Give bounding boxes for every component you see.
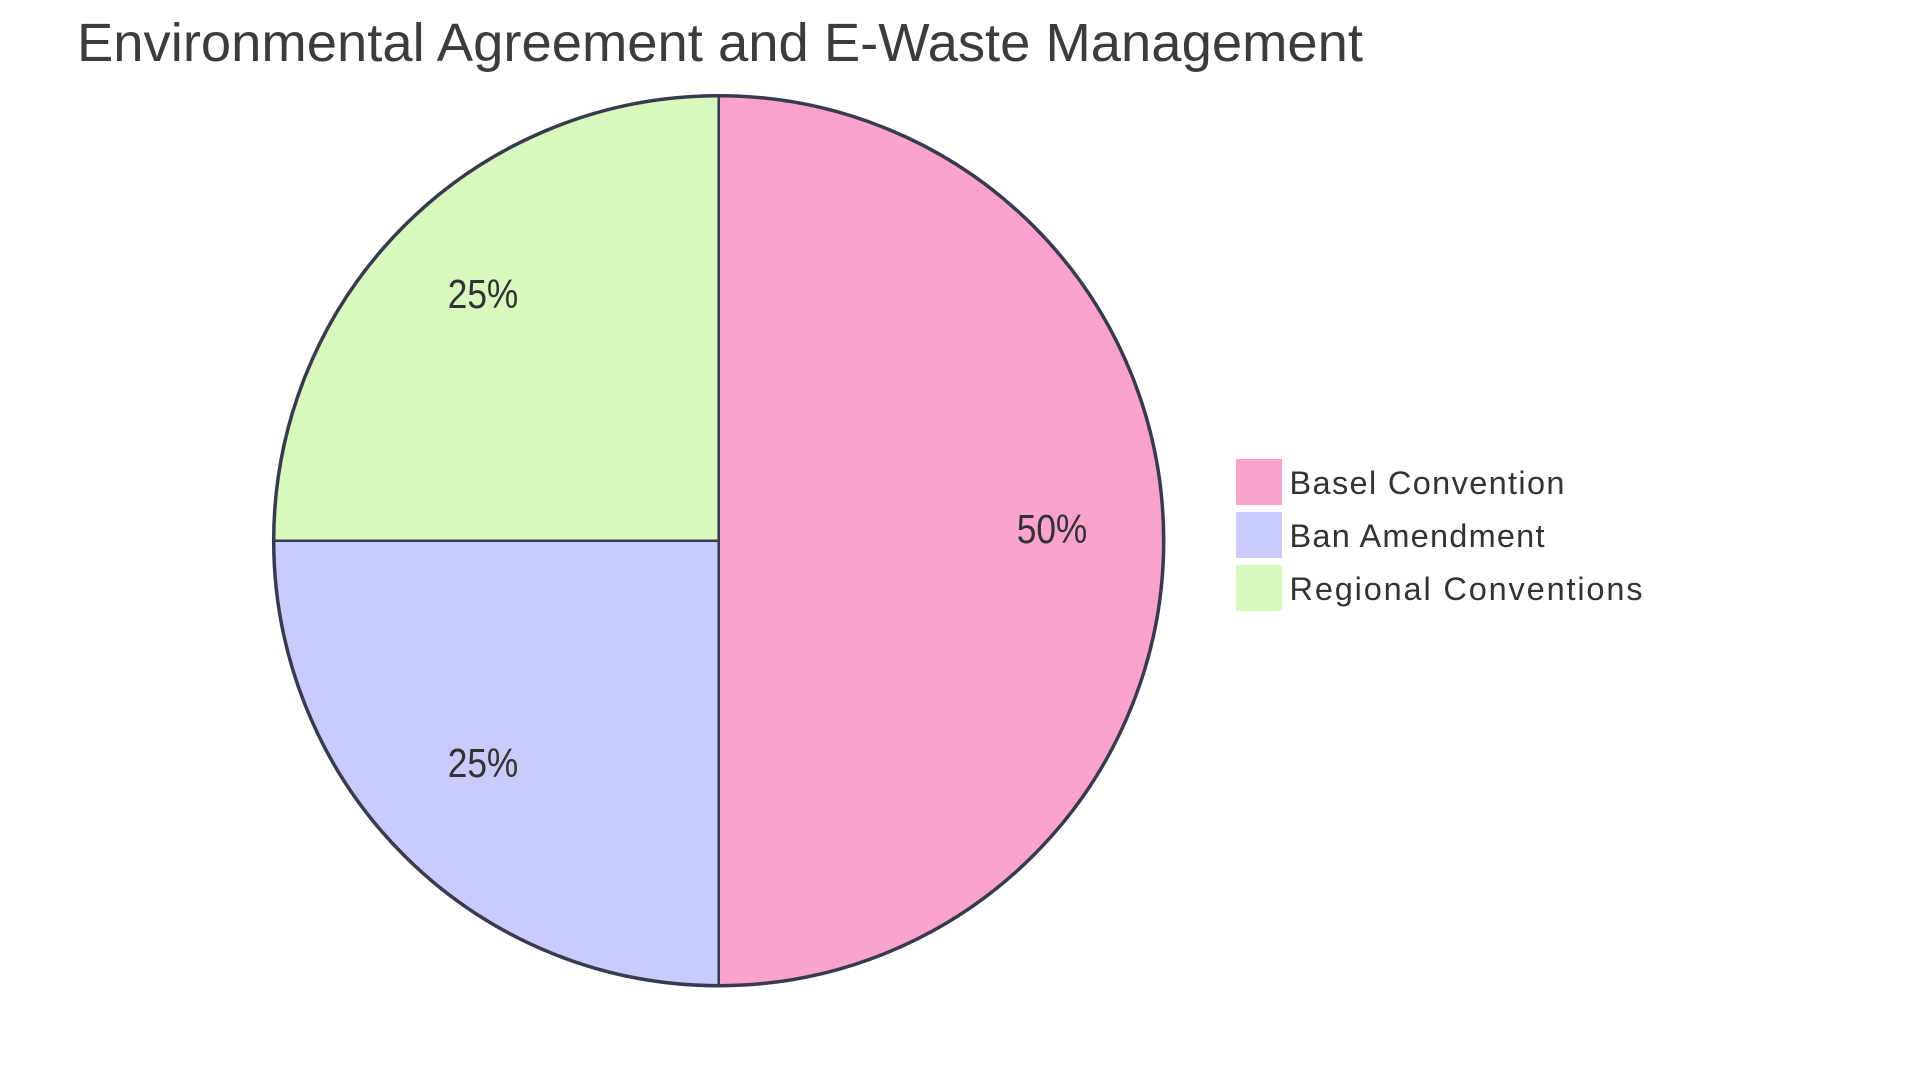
svg-text:Regional Conventions: Regional Conventions xyxy=(1290,571,1643,607)
svg-text:Basel Convention: Basel Convention xyxy=(1290,465,1565,501)
svg-text:Environmental Agreement and E-: Environmental Agreement and E-Waste Mana… xyxy=(77,14,1363,73)
svg-text:Ban Amendment: Ban Amendment xyxy=(1290,518,1545,554)
svg-text:25%: 25% xyxy=(448,741,519,787)
svg-text:50%: 50% xyxy=(1017,507,1088,553)
svg-text:25%: 25% xyxy=(448,272,519,318)
